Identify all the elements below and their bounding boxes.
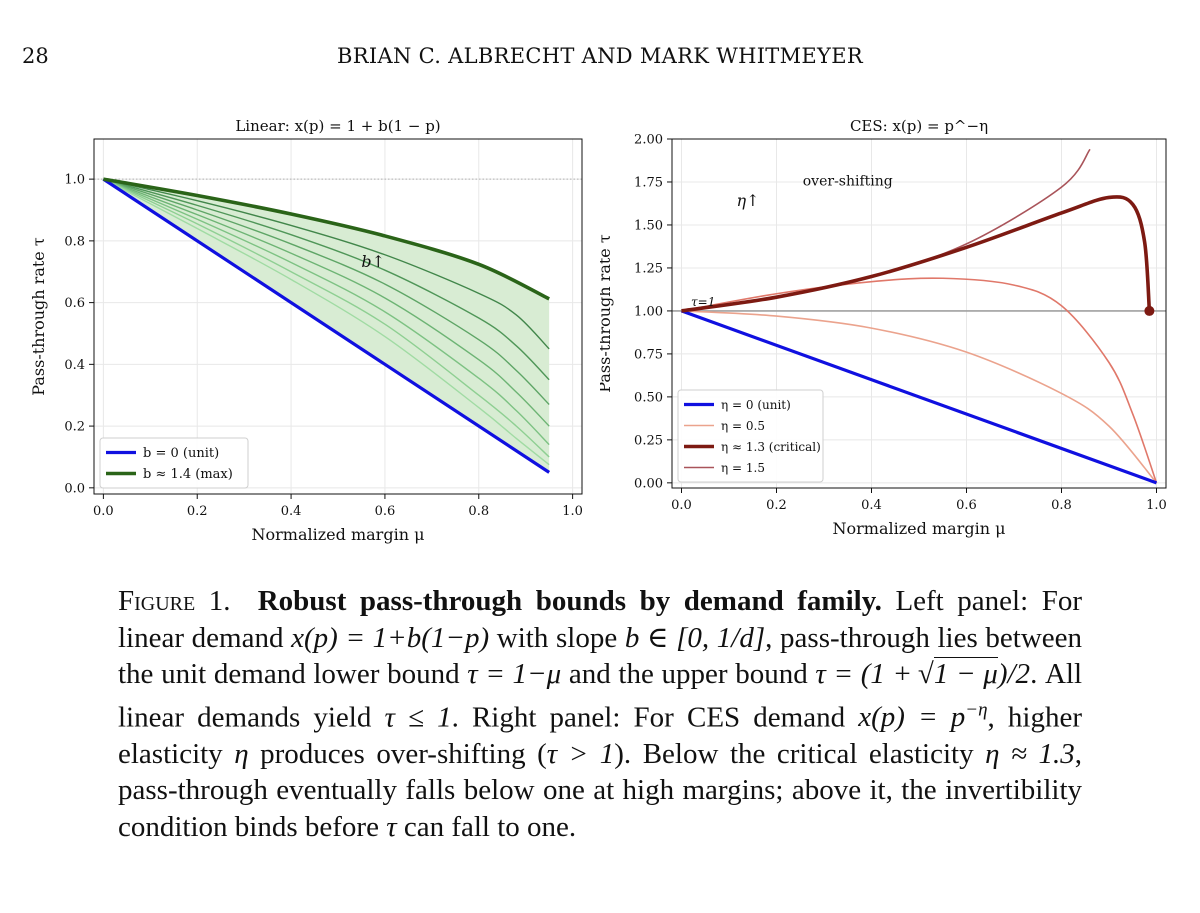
axes-frame [671,138,1167,489]
y-tick-label: 0.75 [634,347,663,362]
eta-arrow-annotation: η↑ [737,191,760,210]
running-head: BRIAN C. ALBRECHT AND MARK WHITMEYER [337,44,863,68]
x-tick-label: 0.0 [671,498,692,513]
y-tick-label: 2.00 [634,133,663,148]
y-tick-label: 0.50 [634,390,663,405]
legend-box [99,437,249,489]
series-line-0 [680,309,1158,485]
ces-demand-chart: CES: x(p) = p^−η 0.0 0.2 0.4 0.6 0.8 1.0 0.00 0.… [600,117,1167,538]
caption-right-eta: η [234,737,249,770]
over-shifting-annotation: over-shifting [803,173,893,189]
series-line-3 [103,178,550,381]
y-tick-label: 0.8 [64,234,85,249]
b-arrow-annotation: b↑ [361,252,385,271]
caption-left-intro: Left panel: For linear demand [118,585,1083,654]
series-line-8 [103,178,550,466]
figure-label: Figure 1. [118,585,231,617]
caption-left-slope-text: with slope [496,621,618,654]
axes-frame [93,138,583,495]
x-tick-label: 0.8 [1051,498,1072,513]
caption-left-and: and the upper bound [568,658,808,690]
y-tick-label: 0.00 [634,476,663,491]
x-axis-label: Normalized margin μ [833,519,1006,538]
caption-right-over: τ > 1 [546,737,615,770]
caption-upper-bound: τ = (1 + √1 − μ)/2 [815,657,1031,690]
caption-left-end: . All linear demands yield [118,658,1083,734]
series-line-5 [103,178,550,427]
caption-right-demand: x(p) = p−η [858,699,988,734]
y-tick-label: 0.0 [64,481,85,496]
x-tick-label: 0.0 [93,504,114,519]
x-tick-label: 1.0 [1146,498,1167,513]
legend-label: b = 0 (unit) [143,446,219,461]
x-tick-label: 0.4 [861,498,882,513]
y-tick-label: 0.4 [64,358,85,373]
series-line-3 [681,195,1152,313]
y-tick-label: 1.00 [634,304,663,319]
chart-title: CES: x(p) = p^−η [850,117,988,135]
chart-title: Linear: x(p) = 1 + b(1 − p) [235,117,440,135]
caption-left-tau-bound: τ ≤ 1 [384,701,452,734]
y-tick-label: 0.6 [64,296,85,311]
series-line-6 [103,178,550,446]
y-axis-label: Pass-through rate τ [600,234,614,393]
x-tick-label: 0.8 [468,504,489,519]
caption-left-slope-expr: b ∈ [0, 1/d] [624,621,766,654]
legend-label: η = 0.5 [721,419,765,433]
caption-left-demand: x(p) = 1+b(1−p) [291,621,490,654]
y-tick-label: 1.25 [634,261,663,276]
caption-right-end: , pass-through eventually falls below on… [118,737,1082,843]
tau-equals-one-annotation: τ=1 [691,295,715,309]
x-tick-label: 0.6 [956,498,977,513]
series-line-4 [103,178,550,405]
page-number: 28 [22,44,49,68]
legend-label: η ≈ 1.3 (critical) [721,440,821,454]
caption-right-mid2: produces over-shifting ( [260,737,547,770]
series-line-0 [102,177,551,474]
caption-right-mid: , higher elasticity [118,701,1083,770]
caption-right-mid3: ). Below the critical elasticity [614,737,974,770]
x-axis-label: Normalized margin μ [252,525,425,544]
x-tick-label: 0.6 [375,504,396,519]
caption-title: Robust pass-through bounds by demand fam… [257,585,882,617]
series-line-1 [103,177,550,301]
y-axis-label: Pass-through rate τ [29,237,48,396]
critical-point-marker [1144,305,1155,316]
y-tick-label: 0.25 [634,433,663,448]
figure-caption: Figure 1. Robust pass-through bounds by … [118,583,1082,845]
legend-label: b ≈ 1.4 (max) [143,467,233,482]
x-tick-label: 0.2 [187,504,208,519]
y-tick-label: 1.75 [634,175,663,190]
y-tick-label: 1.0 [64,173,85,188]
linear-demand-chart: Linear: x(p) = 1 + b(1 − p) 0.0 0.2 0.4 0.6 0… [29,117,583,544]
y-tick-label: 1.50 [634,218,663,233]
caption-left-lower: τ = 1−μ [467,658,562,690]
series-line-2 [103,178,550,350]
caption-right-intro: . Right panel: For CES demand [451,701,846,734]
x-tick-label: 0.2 [766,498,787,513]
series-line-2 [681,277,1158,484]
legend-label: η = 0 (unit) [721,398,791,412]
caption-right-crit: η ≈ 1.3 [985,737,1075,770]
x-tick-label: 0.4 [281,504,302,519]
legend-label: η = 1.5 [721,461,765,475]
caption-right-end2: can fall to one. [403,810,577,843]
legend-box [677,389,824,483]
series-line-7 [103,178,550,458]
x-tick-label: 1.0 [562,504,583,519]
y-tick-label: 0.2 [64,420,85,435]
caption-right-tau: τ [386,810,397,843]
series-line-1 [681,310,1158,484]
caption-left-mid: , pass-through lies between the unit dem… [118,621,1083,691]
